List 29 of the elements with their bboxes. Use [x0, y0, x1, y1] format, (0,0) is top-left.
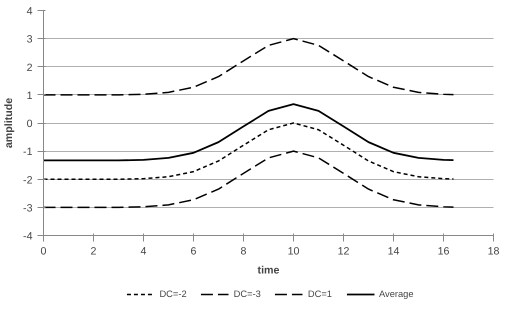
line-series [44, 150, 454, 208]
legend-label: DC=1 [308, 289, 332, 299]
x-axis-title: time [258, 264, 280, 276]
y-axis-title: amplitude [3, 98, 16, 148]
x-tick-label: 8 [240, 246, 247, 258]
y-tick-label: 1 [26, 90, 33, 102]
x-tick-label: 6 [190, 246, 197, 258]
x-tick-label: 4 [140, 246, 147, 258]
y-tick-label: -2 [23, 174, 33, 186]
line-series [44, 103, 454, 162]
y-tick-label: 3 [26, 34, 33, 46]
y-tick-label: 2 [26, 62, 33, 74]
line-series [44, 38, 454, 96]
legend-label: DC=-3 [234, 289, 261, 299]
x-tick-label: 18 [488, 246, 500, 258]
legend-label: DC=-2 [159, 289, 187, 299]
x-tick-label: 2 [90, 246, 97, 258]
x-tick-label: 16 [438, 246, 450, 258]
y-tick-label: 0 [26, 118, 33, 130]
x-tick-label: 10 [288, 246, 300, 258]
x-tick-label: 0 [40, 246, 47, 258]
y-tick-label: -4 [23, 230, 33, 242]
x-tick-label: 14 [388, 246, 400, 258]
line-series [44, 122, 454, 180]
y-tick-label: -1 [23, 146, 33, 158]
x-tick-label: 12 [338, 246, 350, 258]
legend-label: Average [378, 289, 414, 299]
y-tick-label: -3 [23, 202, 33, 214]
y-tick-label: 4 [26, 6, 33, 18]
